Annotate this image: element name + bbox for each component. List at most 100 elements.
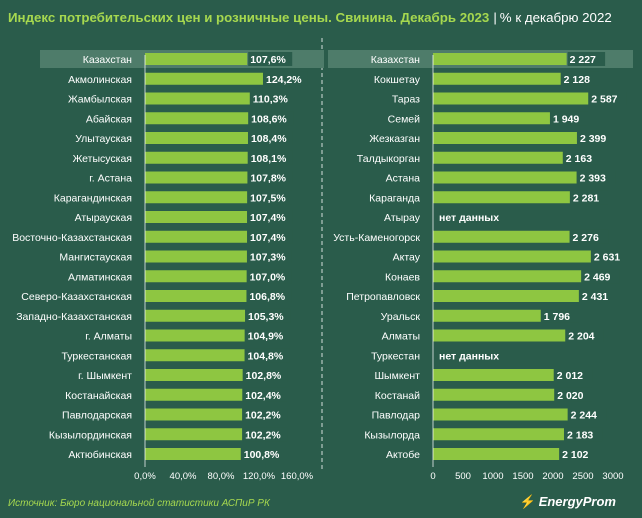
value-label-bg [263, 71, 308, 86]
bar [145, 53, 248, 65]
value-label-bg [243, 407, 288, 422]
value-label: 2 163 [566, 153, 592, 165]
category-label: Актобе [386, 449, 420, 461]
category-label: Жезказган [369, 133, 420, 145]
logo-text: EnergyProm [538, 494, 616, 509]
bar [145, 211, 248, 223]
value-label-bg [248, 190, 293, 205]
value-label-bg [246, 308, 291, 323]
x-tick-label: 3000 [602, 471, 623, 482]
category-label: Казахстан [371, 54, 420, 66]
bar [145, 290, 247, 302]
category-label: Павлодар [372, 410, 421, 422]
category-label: г. Шымкент [78, 370, 132, 382]
bar [145, 112, 249, 125]
value-label: 107,4% [250, 212, 286, 224]
category-label: Семей [388, 113, 420, 125]
value-label-bg [250, 91, 295, 106]
value-label-bg [589, 91, 627, 106]
category-label: Улытауская [75, 133, 132, 145]
value-label: 2 183 [567, 429, 593, 441]
category-label: Актау [393, 252, 421, 264]
category-label: Костанайская [65, 390, 132, 402]
bar [145, 309, 246, 322]
value-label: нет данных [439, 350, 499, 362]
category-label: Казахстан [83, 54, 132, 66]
value-label-bg [248, 150, 293, 165]
bar [433, 230, 570, 243]
value-label: 124,2% [266, 74, 302, 86]
bar [433, 72, 561, 85]
value-label: 107,0% [250, 271, 286, 283]
x-tick-label: 120,0% [243, 471, 276, 482]
bar [145, 369, 243, 381]
value-label-bg [243, 387, 288, 402]
value-label-bg [248, 210, 293, 224]
title-main: Индекс потребительских цен и розничные ц… [8, 10, 490, 25]
value-label-bg [541, 308, 580, 323]
bar [433, 428, 564, 441]
x-tick-label: 2500 [572, 471, 593, 482]
value-label-bg [561, 71, 600, 86]
category-label: Уральск [381, 311, 421, 323]
bar [433, 408, 568, 421]
x-tick-label: 80,0% [208, 471, 235, 482]
energyprom-logo: ⚡ EnergyProm [520, 494, 617, 510]
value-label-bg [568, 407, 607, 422]
bar [433, 448, 560, 460]
bar [145, 329, 245, 342]
category-label: Павлодарская [62, 410, 132, 422]
value-label: 2 469 [584, 271, 610, 283]
category-label: Атырауская [75, 212, 132, 224]
value-label: 1 949 [553, 113, 579, 125]
bar [433, 270, 582, 283]
category-label: г. Алматы [85, 331, 132, 343]
value-label-bg [577, 170, 616, 185]
category-label: Кокшетау [374, 74, 421, 86]
value-label: 2 102 [562, 449, 588, 461]
bar [433, 112, 550, 125]
category-label: Алматы [382, 331, 420, 343]
bar [145, 349, 245, 362]
value-label-bg [570, 229, 609, 244]
bar [145, 270, 247, 283]
chart-title: Индекс потребительских цен и розничные ц… [8, 10, 612, 25]
value-label: 105,3% [248, 311, 284, 323]
bar [433, 250, 591, 263]
bar [145, 132, 248, 144]
value-label-bg [554, 368, 593, 382]
value-label-bg [560, 447, 598, 461]
category-label: Северо-Казахстанская [21, 291, 132, 303]
value-label-bg [564, 427, 603, 442]
value-label-bg [577, 131, 616, 145]
value-label-bg [582, 269, 620, 284]
title-subtitle: % к декабрю 2022 [499, 10, 612, 25]
bar [145, 230, 248, 243]
value-label-bg [248, 131, 293, 145]
category-label: Астана [386, 173, 421, 185]
value-label-bg [243, 427, 288, 442]
category-label: Шымкент [374, 370, 420, 382]
category-label: Жетысуская [73, 153, 132, 165]
value-label-bg [563, 150, 602, 165]
bar [433, 191, 570, 204]
category-label: Туркестан [371, 350, 420, 362]
category-label: Петропавловск [346, 291, 420, 303]
value-label: 102,4% [245, 390, 281, 402]
logo-bolt-icon: ⚡ [519, 494, 536, 509]
category-label: Актюбинская [68, 449, 132, 461]
category-label: Усть-Каменогорск [333, 232, 420, 244]
x-tick-label: 500 [455, 471, 471, 482]
value-label-bg [241, 447, 286, 461]
value-label-bg [247, 269, 292, 284]
value-label: нет данных [439, 212, 499, 224]
value-label: 2 587 [591, 94, 617, 106]
value-label: 106,8% [249, 291, 285, 303]
bar [145, 151, 248, 164]
x-tick-label: 160,0% [281, 471, 314, 482]
value-label: 2 227 [570, 54, 596, 66]
category-label: Костанай [375, 390, 420, 402]
value-label: 2 012 [557, 370, 583, 382]
value-label: 107,6% [250, 54, 286, 66]
